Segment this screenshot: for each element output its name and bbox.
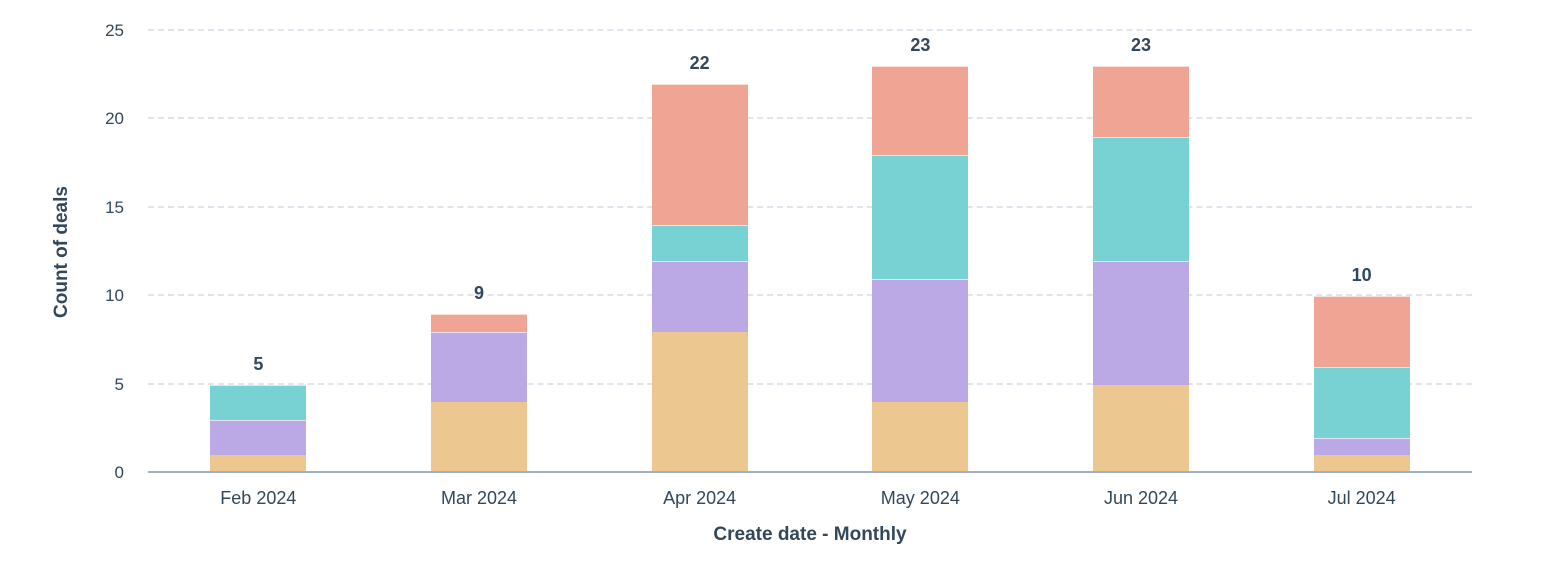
bar-segment-tan[interactable] — [1093, 384, 1189, 473]
bar-segment-purple[interactable] — [651, 260, 748, 332]
bar-segment-salmon[interactable] — [872, 66, 969, 155]
bar-segment-teal[interactable] — [210, 384, 307, 420]
gridline — [148, 117, 1472, 120]
y-tick-label: 0 — [114, 463, 124, 482]
bar-segment-purple[interactable] — [210, 419, 307, 456]
bar-segment-salmon[interactable] — [651, 84, 748, 226]
x-tick-label: Jul 2024 — [1327, 488, 1396, 508]
bar-segment-tan[interactable] — [431, 402, 527, 473]
gridline — [148, 294, 1472, 297]
gridline — [148, 205, 1472, 208]
bar-segment-purple[interactable] — [872, 278, 969, 403]
bar-segment-purple[interactable] — [431, 331, 527, 403]
bar-segment-tan[interactable] — [210, 455, 307, 473]
bar-segment-teal[interactable] — [651, 225, 748, 261]
x-tick-label: Jun 2024 — [1103, 488, 1179, 508]
stacked-bar[interactable] — [431, 313, 527, 473]
bar-segment-teal[interactable] — [1313, 366, 1410, 438]
bar-total-label: 23 — [1130, 35, 1152, 56]
stacked-bar[interactable] — [651, 84, 748, 473]
x-tick-label: May 2024 — [880, 488, 960, 508]
x-tick-label: Feb 2024 — [220, 488, 297, 508]
gridline — [148, 382, 1472, 385]
x-axis-line — [148, 471, 1472, 473]
stacked-bar[interactable] — [1313, 296, 1410, 473]
stacked-bar[interactable] — [1093, 66, 1189, 473]
bar-total-label: 9 — [473, 282, 484, 303]
bar-total-label: 23 — [910, 35, 931, 56]
y-tick-label: 5 — [114, 374, 124, 394]
bar-segment-tan[interactable] — [872, 402, 969, 473]
stacked-bar[interactable] — [210, 384, 307, 473]
stacked-bar[interactable] — [872, 66, 969, 473]
bar-segment-tan[interactable] — [651, 331, 748, 473]
y-tick-label: 10 — [105, 286, 124, 306]
bar-segment-tan[interactable] — [1313, 455, 1410, 473]
y-tick-label: 15 — [105, 197, 124, 217]
bar-total-label: 5 — [253, 353, 264, 374]
bar-segment-salmon[interactable] — [1313, 296, 1410, 367]
gridline — [148, 29, 1472, 31]
bar-segment-purple[interactable] — [1313, 437, 1410, 456]
x-tick-label: Mar 2024 — [440, 488, 518, 508]
bar-segment-teal[interactable] — [1093, 137, 1189, 261]
y-tick-label: 25 — [105, 21, 124, 40]
bar-total-label: 22 — [689, 53, 710, 74]
bar-total-label: 10 — [1351, 265, 1372, 286]
x-axis-title: Create date - Monthly — [713, 524, 907, 545]
plot-area: 5 9 22 23 23 10 — [148, 29, 1472, 473]
y-tick-label: 20 — [105, 109, 124, 129]
x-tick-label: Apr 2024 — [663, 488, 737, 508]
bar-segment-teal[interactable] — [872, 154, 969, 279]
bar-segment-salmon[interactable] — [1093, 66, 1189, 138]
bar-segment-salmon[interactable] — [431, 313, 527, 332]
bar-segment-purple[interactable] — [1093, 260, 1189, 385]
